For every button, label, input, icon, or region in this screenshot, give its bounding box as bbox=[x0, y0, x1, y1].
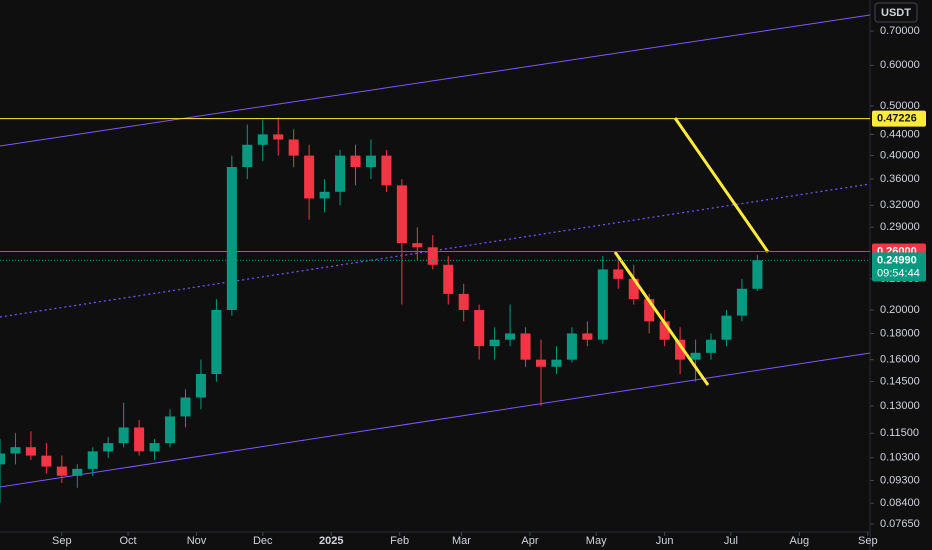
candle-body bbox=[103, 443, 114, 452]
y-tick-label: 0.50000 bbox=[880, 100, 920, 112]
candle-body bbox=[474, 309, 485, 347]
candle-body bbox=[505, 333, 516, 340]
candle-body bbox=[644, 299, 655, 322]
candle-body bbox=[304, 155, 315, 199]
candle-body bbox=[195, 374, 206, 398]
candle-body bbox=[381, 155, 392, 186]
x-tick-label: Apr bbox=[521, 535, 538, 547]
candle-body bbox=[180, 397, 191, 417]
candle-body bbox=[535, 359, 547, 367]
candle-body bbox=[489, 339, 500, 347]
y-tick-label: 0.20000 bbox=[880, 304, 920, 316]
y-tick-label: 0.29000 bbox=[880, 221, 920, 233]
candle-body bbox=[582, 333, 593, 340]
candle-body bbox=[659, 321, 670, 340]
candle-body bbox=[412, 243, 423, 248]
candle-body bbox=[597, 269, 608, 340]
candle-body bbox=[335, 155, 346, 192]
candle-body bbox=[72, 468, 83, 476]
x-tick-label: May bbox=[586, 535, 607, 547]
candle-body bbox=[350, 155, 361, 168]
price-label: 0.47226 bbox=[877, 113, 917, 125]
candle-body bbox=[752, 260, 763, 289]
y-tick-label: 0.16000 bbox=[880, 354, 920, 366]
y-tick-label: 0.18000 bbox=[880, 327, 920, 339]
candle-body bbox=[41, 455, 52, 467]
candle-body bbox=[118, 427, 129, 444]
candle-body bbox=[675, 339, 686, 360]
y-tick-label: 0.14500 bbox=[880, 376, 920, 388]
x-tick-label: Feb bbox=[390, 535, 409, 547]
currency-box[interactable] bbox=[874, 2, 918, 23]
candle-body bbox=[87, 451, 98, 469]
candle-body bbox=[458, 293, 469, 310]
channel-lower bbox=[0, 352, 871, 488]
candle-body bbox=[242, 144, 253, 168]
candle-body bbox=[721, 315, 732, 340]
x-tick-label: Mar bbox=[452, 535, 471, 547]
candle-body bbox=[396, 185, 407, 244]
candle-body bbox=[273, 134, 284, 140]
last-price-box bbox=[872, 252, 926, 282]
y-tick-label: 0.13000 bbox=[880, 400, 920, 412]
candle-body bbox=[56, 466, 67, 476]
candle-body bbox=[226, 167, 237, 310]
candle-body bbox=[551, 359, 562, 367]
y-tick-label: 0.36000 bbox=[880, 173, 920, 185]
x-tick-label: Sep bbox=[858, 535, 878, 547]
y-tick-label: 0.08400 bbox=[880, 497, 920, 509]
trend-line bbox=[673, 117, 770, 253]
y-tick-label: 0.40000 bbox=[880, 150, 920, 162]
y-tick-label: 0.09300 bbox=[880, 474, 920, 486]
candle-body bbox=[10, 447, 21, 454]
candle-body bbox=[0, 453, 6, 465]
candle-body bbox=[149, 443, 160, 452]
y-tick-label: 0.10300 bbox=[880, 452, 920, 464]
x-tick-label: Dec bbox=[253, 535, 273, 547]
candle-body bbox=[165, 416, 176, 444]
y-tick-label: 0.44000 bbox=[880, 128, 920, 140]
candle-body bbox=[520, 333, 531, 360]
candle-body bbox=[690, 352, 701, 360]
candle-body bbox=[25, 447, 36, 456]
channel-upper bbox=[0, 14, 871, 147]
x-tick-label: Aug bbox=[790, 535, 810, 547]
last-price-label: 0.24990 bbox=[877, 254, 917, 266]
x-tick-label: Oct bbox=[120, 535, 137, 547]
y-tick-label: 0.60000 bbox=[880, 59, 920, 71]
x-tick-label: Sep bbox=[52, 535, 72, 547]
y-tick-label: 0.70000 bbox=[880, 25, 920, 37]
x-tick-label: Jul bbox=[724, 535, 738, 547]
candle-body bbox=[257, 134, 268, 145]
x-tick-label: 2025 bbox=[319, 535, 343, 547]
candles bbox=[0, 117, 763, 504]
candle-body bbox=[736, 288, 747, 316]
x-tick-label: Nov bbox=[187, 535, 207, 547]
candle-body bbox=[443, 264, 454, 294]
countdown: 09:54:44 bbox=[877, 267, 920, 279]
candle-body bbox=[566, 333, 577, 360]
candle-body bbox=[628, 278, 639, 300]
candle-body bbox=[211, 309, 222, 375]
candle-body bbox=[288, 139, 299, 156]
candle-body bbox=[427, 247, 438, 265]
y-tick-label: 0.11500 bbox=[880, 427, 919, 439]
candle-body bbox=[134, 427, 145, 452]
currency[interactable]: USDT bbox=[881, 7, 911, 19]
candle-body bbox=[319, 191, 330, 199]
price-label-box bbox=[872, 110, 926, 127]
trend-line bbox=[613, 251, 710, 386]
candle-body bbox=[365, 155, 376, 168]
x-tick-label: Jun bbox=[656, 535, 674, 547]
y-tick-label: 0.32000 bbox=[880, 199, 920, 211]
y-tick-label: 0.07650 bbox=[880, 518, 920, 530]
candle-body bbox=[613, 269, 624, 279]
candle-body bbox=[705, 339, 717, 353]
